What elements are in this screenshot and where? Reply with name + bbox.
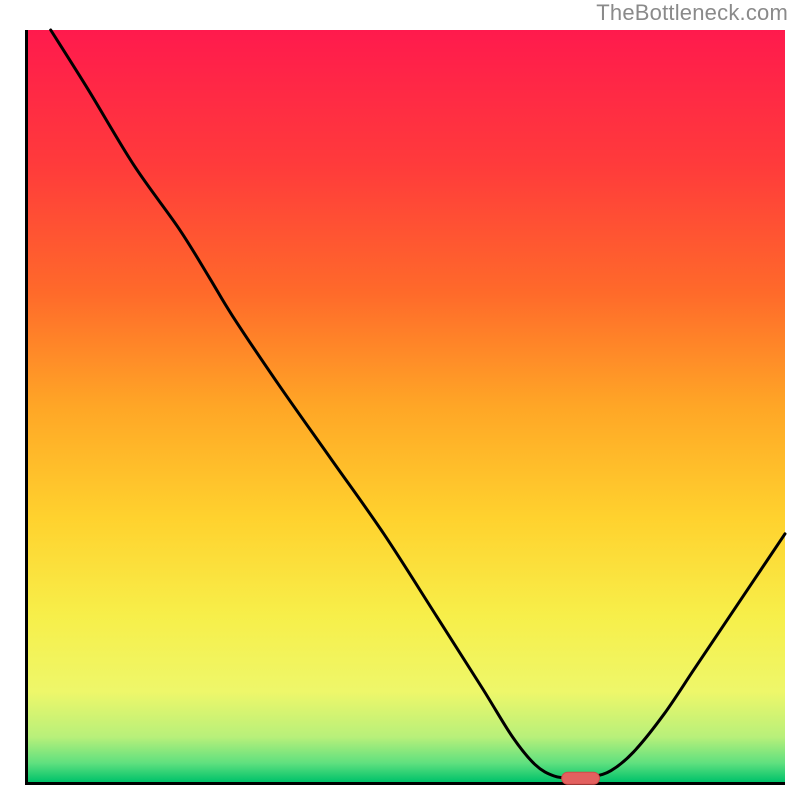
chart-plot-area bbox=[25, 30, 785, 785]
chart-background-gradient bbox=[28, 30, 785, 782]
chart-svg bbox=[28, 30, 785, 782]
optimal-point-marker bbox=[562, 772, 600, 784]
watermark-text: TheBottleneck.com bbox=[596, 0, 788, 26]
